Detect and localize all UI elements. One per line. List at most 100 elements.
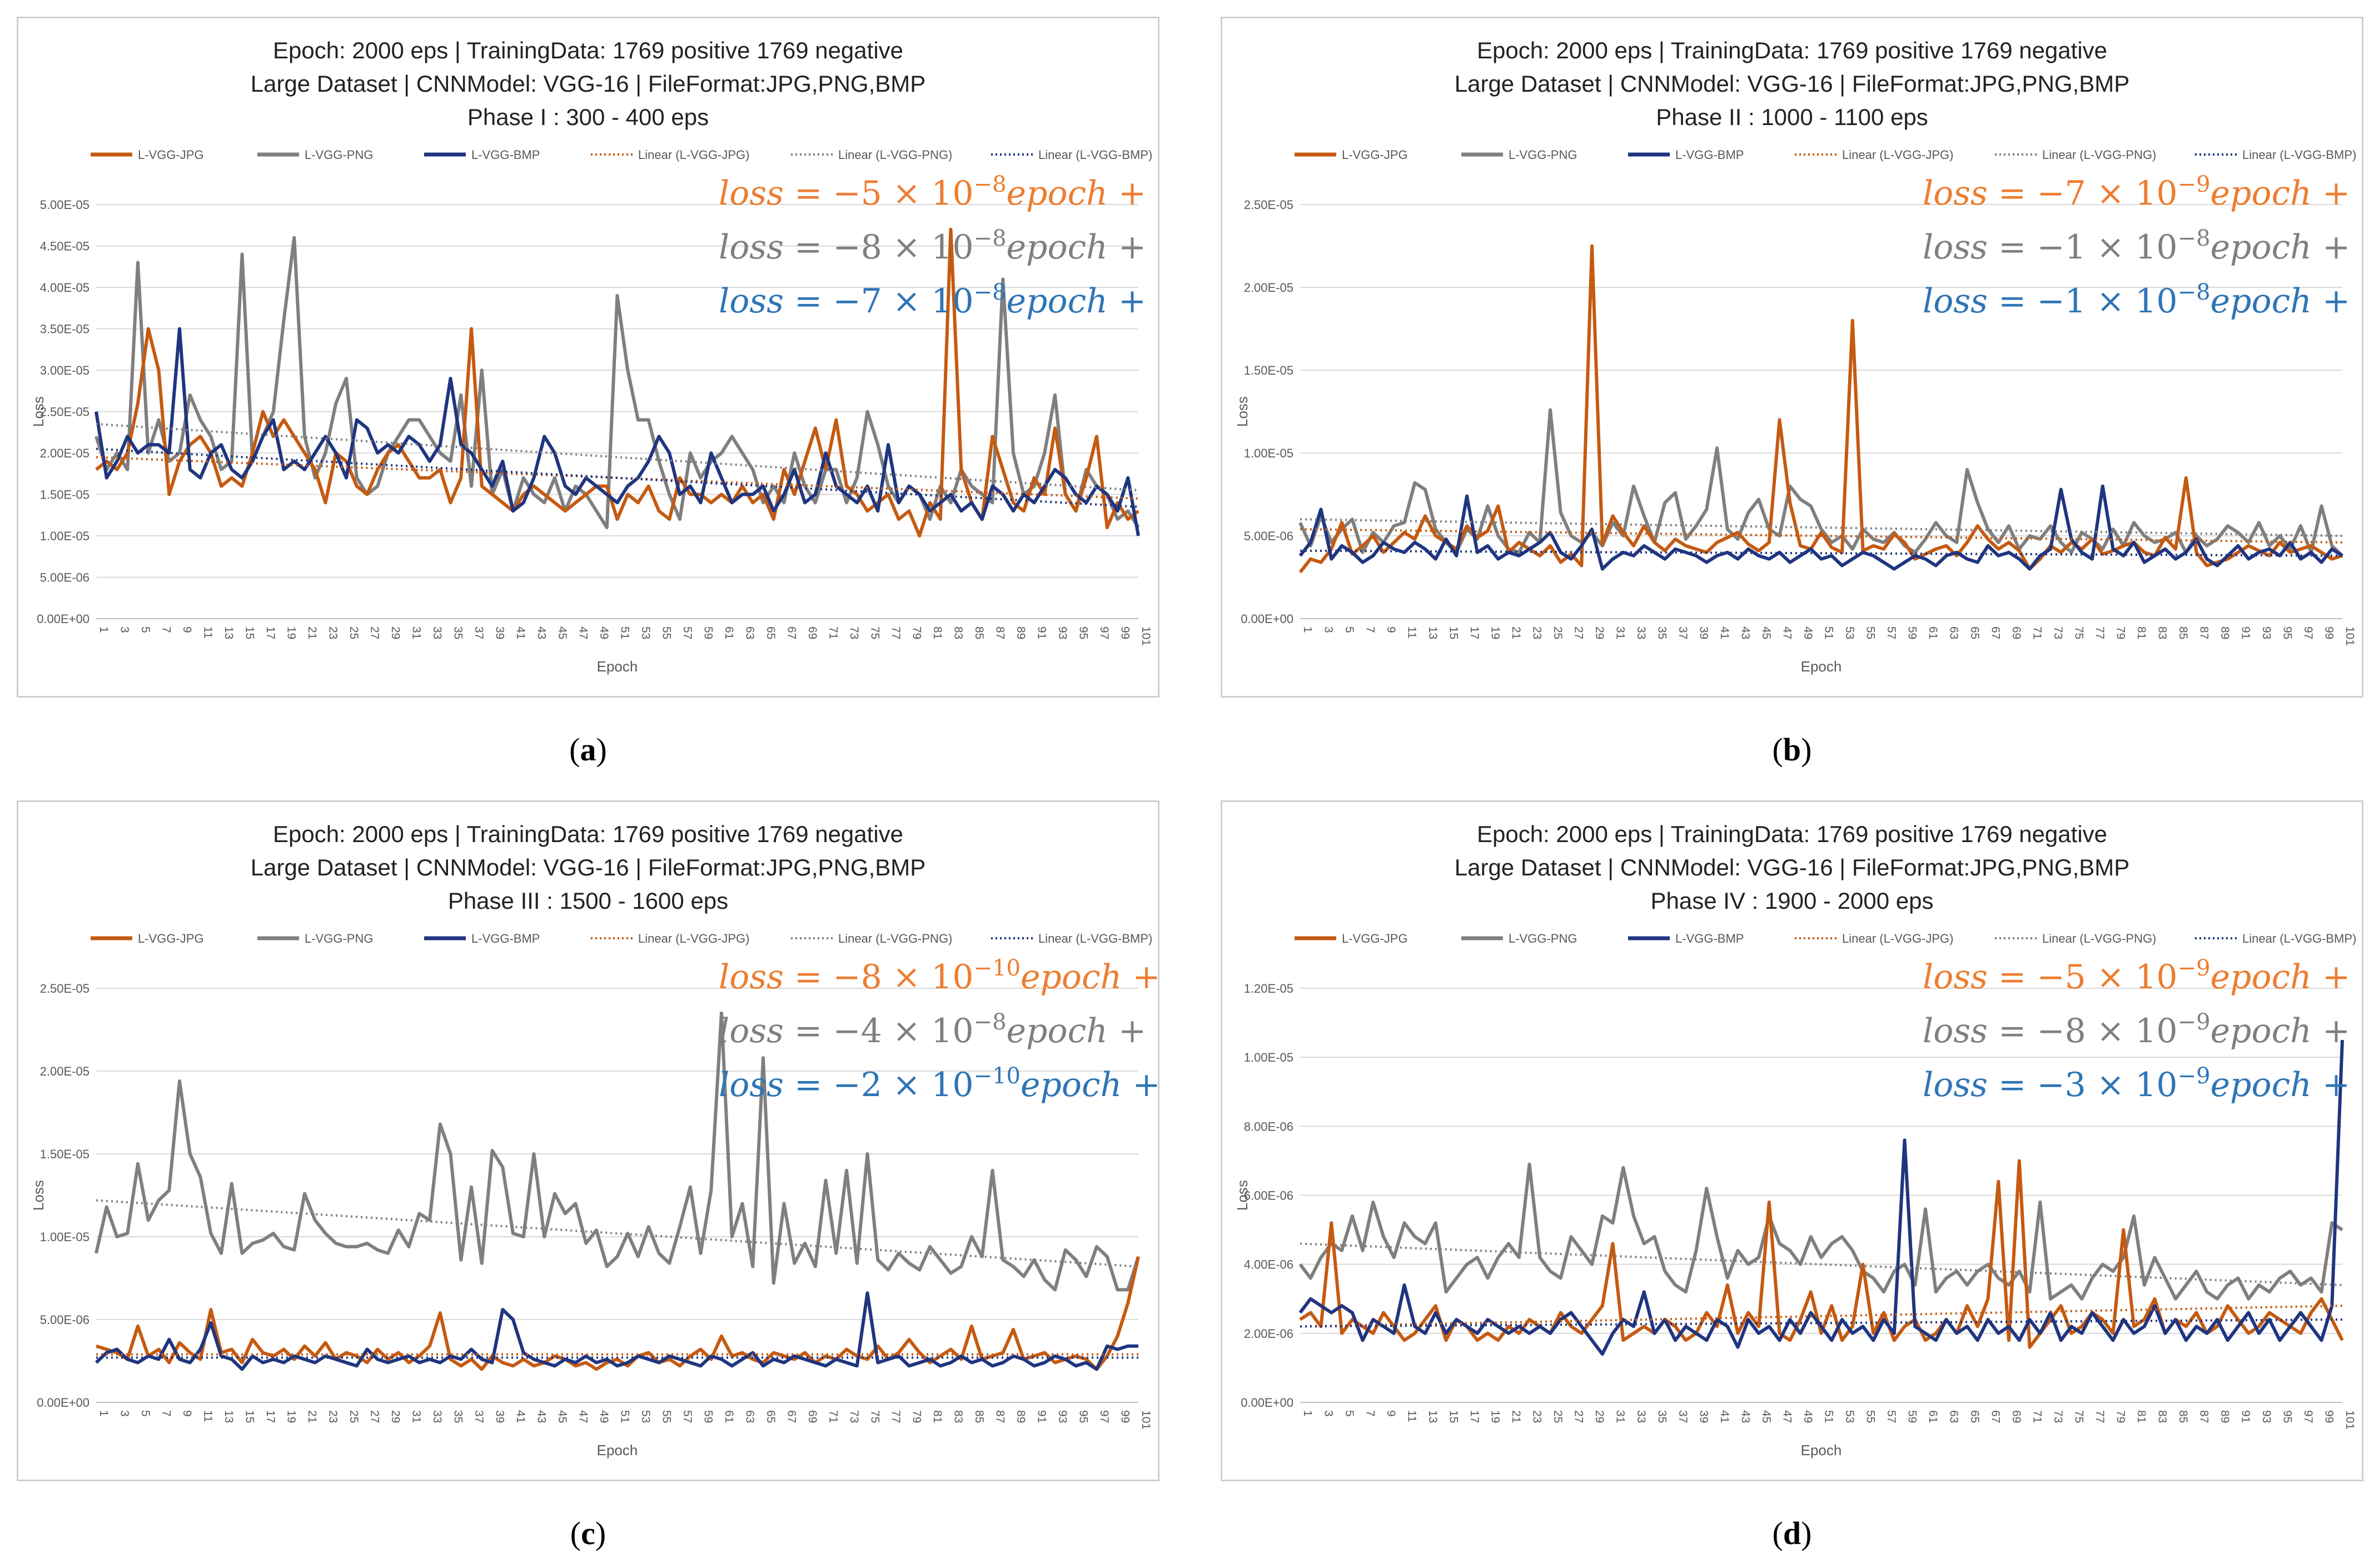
legend-entry-1: L-VGG-JPG	[138, 932, 204, 945]
x-tick-label: 27	[1572, 1410, 1585, 1423]
x-tick-label: 75	[869, 1410, 882, 1423]
x-tick-label: 21	[1510, 626, 1522, 639]
x-tick-label: 33	[1635, 626, 1648, 639]
x-tick-label: 31	[410, 626, 423, 639]
x-tick-label: 47	[577, 1410, 590, 1423]
x-tick-label: 89	[2218, 626, 2231, 639]
x-tick-label: 91	[2239, 1410, 2252, 1423]
y-tick-label: 5.00E-05	[40, 198, 89, 212]
x-tick-label: 71	[2031, 626, 2044, 639]
x-tick-label: 11	[1406, 626, 1419, 639]
x-tick-label: 75	[2073, 626, 2086, 639]
trend-equation-bmp: loss = −1 × 10−8epoch + 4 × 10−6	[1923, 280, 2362, 321]
y-axis-label: Loss	[30, 396, 47, 427]
x-tick-label: 41	[1718, 626, 1731, 639]
chart-svg-d: Epoch: 2000 eps | TrainingData: 1769 pos…	[1234, 821, 2362, 1459]
legend-entry-2: L-VGG-PNG	[305, 932, 373, 945]
x-tick-label: 25	[347, 626, 360, 639]
x-tick-label: 27	[369, 1410, 381, 1423]
trendline-bmp	[1300, 1318, 2343, 1328]
x-tick-label: 41	[514, 626, 527, 639]
x-tick-label: 15	[1447, 626, 1460, 639]
x-tick-label: 31	[1614, 1410, 1627, 1423]
trendline-png	[1300, 1242, 2343, 1286]
x-tick-label: 97	[1098, 1410, 1111, 1423]
x-tick-label: 75	[2073, 1410, 2086, 1423]
x-tick-label: 25	[1551, 1410, 1564, 1423]
x-tick-label: 39	[494, 626, 506, 639]
x-tick-label: 15	[243, 626, 256, 639]
x-tick-label: 43	[1739, 1410, 1752, 1423]
chart-title-line-1: Epoch: 2000 eps | TrainingData: 1769 pos…	[1477, 821, 2107, 847]
chart-title-line-2: Large Dataset | CNNModel: VGG-16 | FileF…	[251, 854, 926, 880]
chart-svg-b: Epoch: 2000 eps | TrainingData: 1769 pos…	[1234, 37, 2362, 675]
x-tick-label: 23	[327, 1410, 340, 1423]
legend-entry-6: Linear (L-VGG-BMP)	[1038, 148, 1152, 162]
x-tick-label: 7	[1364, 626, 1377, 633]
y-tick-label: 2.50E-05	[40, 405, 89, 419]
y-tick-label: 3.50E-05	[40, 322, 89, 336]
x-tick-label: 81	[931, 626, 944, 639]
x-tick-label: 83	[2156, 626, 2169, 639]
x-tick-label: 19	[285, 1410, 298, 1423]
legend-entry-4: Linear (L-VGG-JPG)	[1842, 932, 1954, 945]
x-tick-label: 23	[327, 626, 340, 639]
y-tick-label: 1.00E-05	[1244, 446, 1293, 460]
legend-entry-6: Linear (L-VGG-BMP)	[2242, 932, 2356, 945]
x-tick-label: 77	[889, 1410, 902, 1423]
x-tick-label: 59	[702, 626, 715, 639]
x-tick-label: 63	[744, 1410, 757, 1423]
trend-equation-png: loss = −8 × 10−9epoch + 4 × 10−5	[1923, 1009, 2362, 1051]
legend-entry-2: L-VGG-PNG	[305, 148, 373, 162]
x-tick-label: 87	[2198, 626, 2211, 639]
x-tick-label: 13	[222, 1410, 235, 1423]
x-tick-label: 77	[2093, 626, 2106, 639]
chart-panel-c: Epoch: 2000 eps | TrainingData: 1769 pos…	[17, 800, 1159, 1481]
x-tick-label: 47	[1781, 626, 1794, 639]
legend-entry-3: L-VGG-BMP	[471, 932, 540, 945]
x-tick-label: 63	[1948, 626, 1960, 639]
x-tick-label: 45	[1760, 1410, 1773, 1423]
x-tick-label: 35	[1656, 626, 1669, 639]
x-tick-label: 81	[2135, 1410, 2148, 1423]
x-tick-label: 9	[181, 626, 193, 633]
x-tick-label: 97	[2302, 626, 2315, 639]
trend-equation-bmp: loss = −3 × 10−9epoch + 2 × 10−6	[1923, 1063, 2362, 1104]
x-tick-label: 65	[764, 1410, 777, 1423]
y-tick-label: 5.00E-06	[1244, 529, 1293, 543]
x-tick-label: 69	[2010, 626, 2023, 639]
x-tick-label: 91	[1036, 626, 1048, 639]
x-tick-label: 5	[139, 626, 152, 633]
x-tick-label: 101	[1139, 626, 1152, 646]
y-tick-label: 1.50E-05	[40, 1147, 89, 1161]
x-tick-label: 21	[306, 626, 318, 639]
x-tick-label: 101	[2343, 1410, 2356, 1430]
x-tick-label: 53	[1843, 626, 1856, 639]
chart-title-line-2: Large Dataset | CNNModel: VGG-16 | FileF…	[1455, 71, 2130, 97]
legend-entry-2: L-VGG-PNG	[1509, 932, 1577, 945]
x-tick-label: 91	[2239, 626, 2252, 639]
x-tick-label: 49	[1801, 1410, 1814, 1423]
x-tick-label: 9	[1385, 626, 1397, 633]
x-tick-label: 81	[931, 1410, 944, 1423]
x-tick-label: 25	[1551, 626, 1564, 639]
x-tick-label: 45	[556, 1410, 569, 1423]
x-tick-label: 13	[222, 626, 235, 639]
x-tick-label: 73	[848, 1410, 860, 1423]
x-tick-label: 23	[1531, 1410, 1544, 1423]
caption-d: (d)	[1772, 1515, 1812, 1551]
x-tick-label: 101	[2343, 626, 2356, 646]
x-tick-label: 73	[2052, 1410, 2064, 1423]
x-tick-label: 3	[1322, 626, 1335, 633]
x-tick-label: 21	[1510, 1410, 1522, 1423]
x-tick-label: 93	[2260, 626, 2273, 639]
x-tick-label: 29	[1593, 626, 1606, 639]
x-tick-label: 77	[2093, 1410, 2106, 1423]
trendline-png	[1300, 518, 2343, 537]
y-tick-label: 3.00E-05	[40, 364, 89, 377]
y-axis-label: Loss	[1234, 396, 1251, 427]
chart-title-line-3: Phase IV : 1900 - 2000 eps	[1650, 888, 1933, 914]
x-tick-label: 95	[1077, 1410, 1090, 1423]
x-tick-label: 11	[202, 1410, 215, 1422]
x-tick-label: 41	[514, 1410, 527, 1423]
